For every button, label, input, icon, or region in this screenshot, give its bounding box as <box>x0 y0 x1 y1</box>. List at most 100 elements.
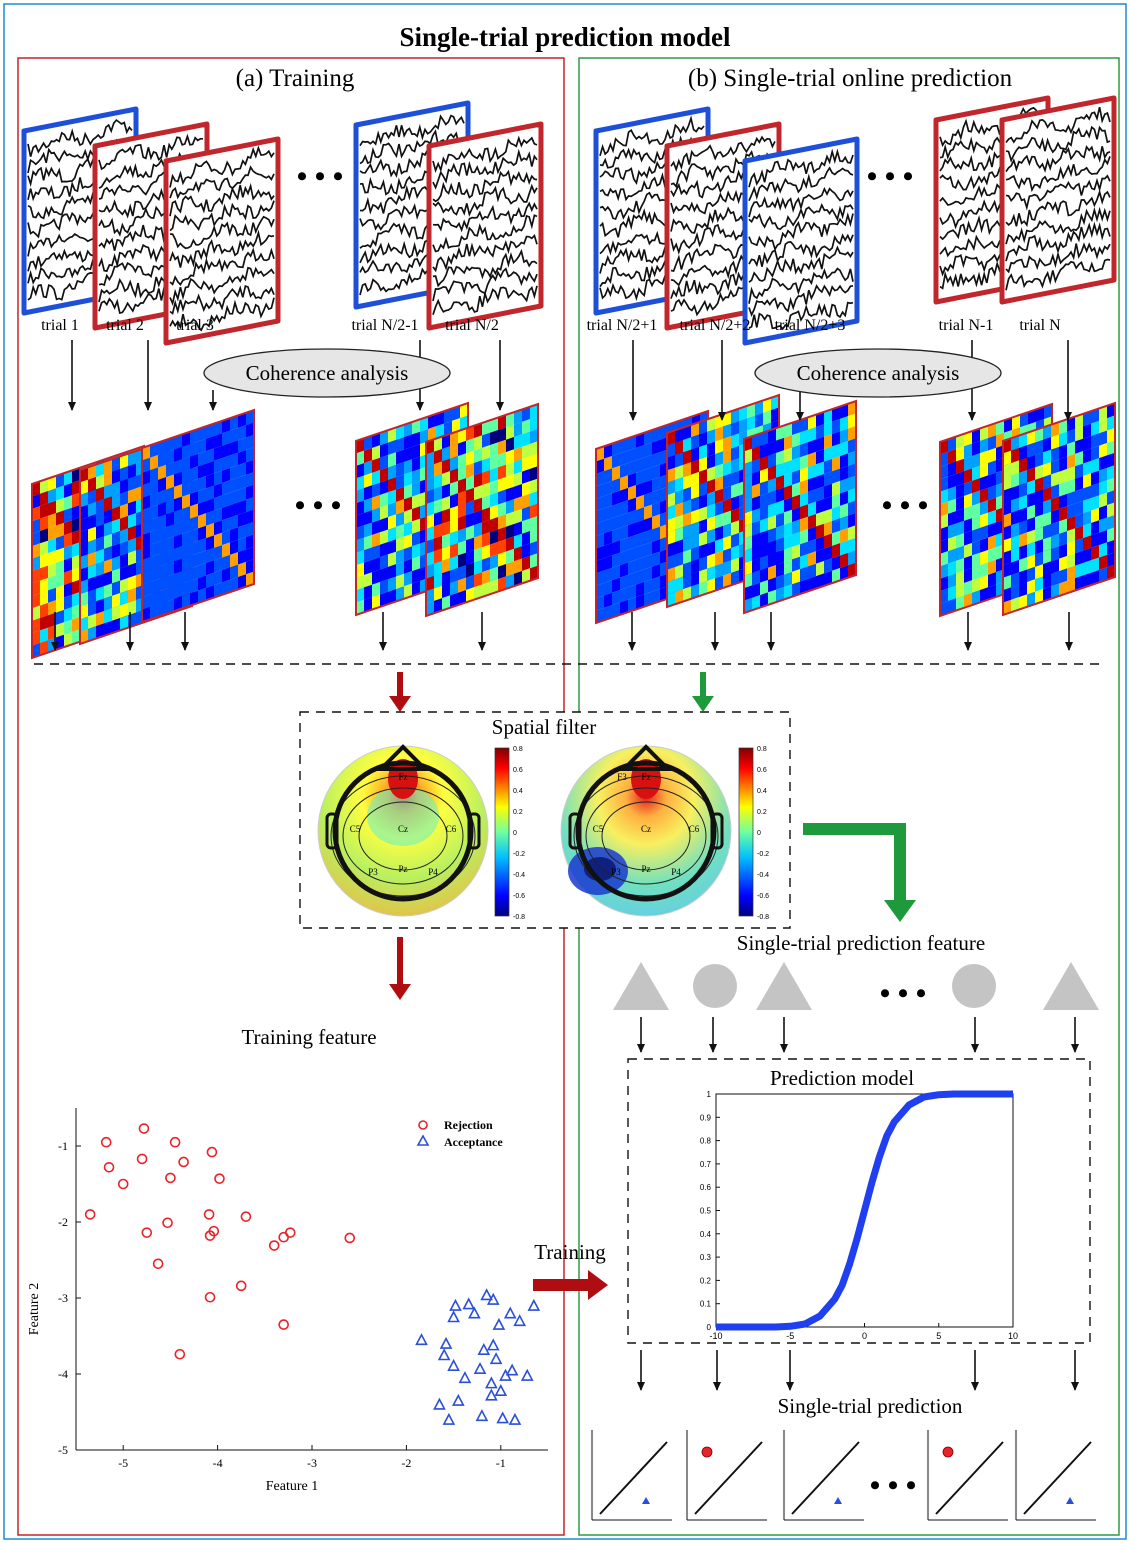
matrix-cell <box>596 508 604 524</box>
matrix-cell <box>824 434 832 450</box>
matrix-cell <box>112 518 120 534</box>
matrix-cell <box>104 533 112 549</box>
matrix-cell <box>699 481 707 497</box>
matrix-cell <box>1051 422 1059 438</box>
trial-label-a3: trial 3 <box>176 317 214 334</box>
matrix-cell <box>776 500 784 516</box>
matrix-cell <box>596 483 604 499</box>
matrix-cell <box>230 465 238 481</box>
matrix-cell <box>426 588 434 604</box>
colorbar-tick: 0.4 <box>513 788 523 795</box>
matrix-cell <box>434 461 442 477</box>
matrix-cell <box>142 482 150 498</box>
matrix-cell <box>112 493 120 509</box>
matrix-cell <box>675 489 683 505</box>
matrix-cell <box>1027 492 1035 508</box>
matrix-cell <box>824 558 832 574</box>
matrix-cell <box>604 543 612 559</box>
matrix-cell <box>238 412 246 428</box>
colorbar-tick: -0.8 <box>513 914 525 921</box>
matrix-cell <box>964 543 972 559</box>
matrix-cell <box>426 551 434 567</box>
matrix-cell <box>450 431 458 447</box>
matrix-cell <box>731 557 739 573</box>
matrix-cell <box>356 488 364 504</box>
colorbar-tick: 0 <box>513 830 517 837</box>
matrix-cell <box>731 545 739 561</box>
matrix-cell <box>434 536 442 552</box>
matrix-cell <box>612 503 620 519</box>
matrix-cell <box>808 576 816 592</box>
matrix-cell <box>652 477 660 493</box>
point-1-11 <box>439 1336 453 1349</box>
matrix-cell <box>40 478 48 494</box>
matrix-cell <box>1043 449 1051 465</box>
matrix-cell <box>372 495 380 511</box>
matrix-cell <box>222 579 230 595</box>
training-arrow <box>533 1270 608 1300</box>
matrix-cell <box>80 504 88 520</box>
mini-acceptance-marker <box>642 1497 650 1504</box>
eeg-trace <box>748 267 854 304</box>
matrix-cell <box>652 526 660 542</box>
matrix-cell <box>1019 470 1027 486</box>
mini-plot-2 <box>783 1430 864 1521</box>
matrix-cell <box>1043 549 1051 565</box>
outer-frame <box>3 3 1127 1540</box>
matrix-cell <box>380 467 388 483</box>
eeg-trace <box>939 106 1045 148</box>
matrix-cell <box>120 590 128 606</box>
matrix-cell <box>474 460 482 476</box>
matrix-cell <box>1051 583 1059 599</box>
matrix-cell <box>604 605 612 621</box>
matrix-cell <box>652 452 660 468</box>
matrix-cell <box>1011 510 1019 526</box>
matrix-cell <box>636 457 644 473</box>
coherence-analysis-label: Coherence analysis <box>797 361 960 385</box>
matrix-cell <box>404 533 412 549</box>
matrix-cell <box>120 466 128 482</box>
matrix-cell <box>604 530 612 546</box>
mini-plot-1 <box>686 1430 767 1521</box>
trial-panel-a2 <box>163 136 281 346</box>
matrix-cell <box>1075 488 1083 504</box>
eeg-trace <box>169 200 275 232</box>
matrix-cell <box>644 467 652 483</box>
feature-triangle-0 <box>613 962 669 1010</box>
matrix-cell <box>372 457 380 473</box>
point-1-20 <box>520 1368 534 1381</box>
matrix-cell <box>644 492 652 508</box>
matrix-cell <box>206 572 214 588</box>
contour-1 <box>585 787 707 885</box>
matrix-cell <box>364 559 372 575</box>
mini-decision-line <box>694 1441 763 1515</box>
matrix-cell <box>458 453 466 469</box>
matrix-cell <box>482 519 490 535</box>
matrix-cell <box>840 565 848 581</box>
matrix-cell <box>1099 530 1107 546</box>
matrix-cell <box>956 471 964 487</box>
matrix-cell <box>940 576 948 592</box>
matrix-cell <box>808 439 816 455</box>
matrix-cell <box>222 467 230 483</box>
matrix-cell <box>450 530 458 546</box>
matrix-cell <box>1107 552 1115 568</box>
matrix-cell <box>768 465 776 481</box>
matrix-cell <box>824 496 832 512</box>
matrix-cell <box>190 453 198 469</box>
coherence-analysis-label: Coherence analysis <box>246 361 409 385</box>
matrix-cell <box>506 561 514 577</box>
matrix-cell <box>490 417 498 433</box>
matrix-cell <box>1043 524 1051 540</box>
point-1-2 <box>486 1292 500 1305</box>
point-1-8 <box>492 1317 506 1330</box>
contour-2 <box>330 775 476 897</box>
matrix-cell <box>80 492 88 508</box>
arrow-shaft <box>700 672 706 698</box>
scatter-xtick-label: -4 <box>213 1456 223 1470</box>
matrix-cell <box>442 583 450 599</box>
matrix-cell <box>198 438 206 454</box>
matrix-cell <box>691 534 699 550</box>
matrix-cell <box>940 476 948 492</box>
matrix-cell <box>683 474 691 490</box>
